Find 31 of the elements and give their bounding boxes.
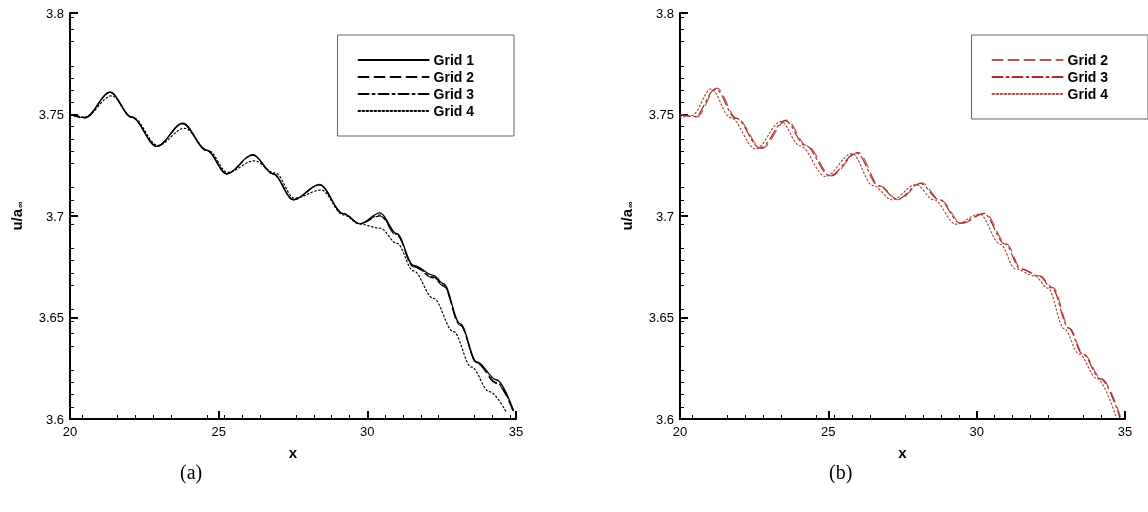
y-tick-label: 3.8 [45, 5, 64, 21]
legend-label: Grid 4 [1067, 86, 1109, 102]
y-axis-title: u/a∞ [8, 200, 25, 231]
x-tick-label: 20 [62, 424, 78, 439]
y-tick-label: 3.6 [45, 411, 64, 427]
text: (b) [829, 461, 853, 484]
y-tick-label: 3.75 [38, 107, 64, 122]
legend-label: Grid 3 [433, 86, 475, 102]
y-tick-label: 3.75 [648, 107, 674, 122]
x-tick-label: 25 [211, 424, 226, 439]
y-axis-title: u/a∞ [618, 200, 635, 231]
legend-label: Grid 1 [433, 52, 475, 68]
x-tick-label: 30 [969, 424, 984, 439]
x-tick-label: 30 [360, 424, 375, 439]
y-tick-label: 3.65 [38, 310, 64, 325]
text: (a) [180, 461, 203, 484]
y-tick-label: 3.65 [648, 310, 674, 325]
x-tick-label: 35 [1117, 424, 1133, 439]
legend-label: Grid 2 [433, 69, 475, 85]
legend-label: Grid 3 [1067, 69, 1109, 85]
y-tick-label: 3.8 [655, 5, 674, 21]
x-axis-title: x [288, 444, 298, 461]
x-tick-label: 20 [672, 424, 688, 439]
y-tick-label: 3.6 [655, 411, 674, 427]
x-axis-title: x [898, 444, 908, 461]
x-tick-label: 35 [508, 424, 524, 439]
y-tick-label: 3.7 [655, 208, 674, 224]
y-tick-label: 3.7 [45, 208, 64, 224]
x-tick-label: 25 [821, 424, 836, 439]
legend-label: Grid 2 [1067, 52, 1109, 68]
legend-label: Grid 4 [433, 103, 475, 119]
